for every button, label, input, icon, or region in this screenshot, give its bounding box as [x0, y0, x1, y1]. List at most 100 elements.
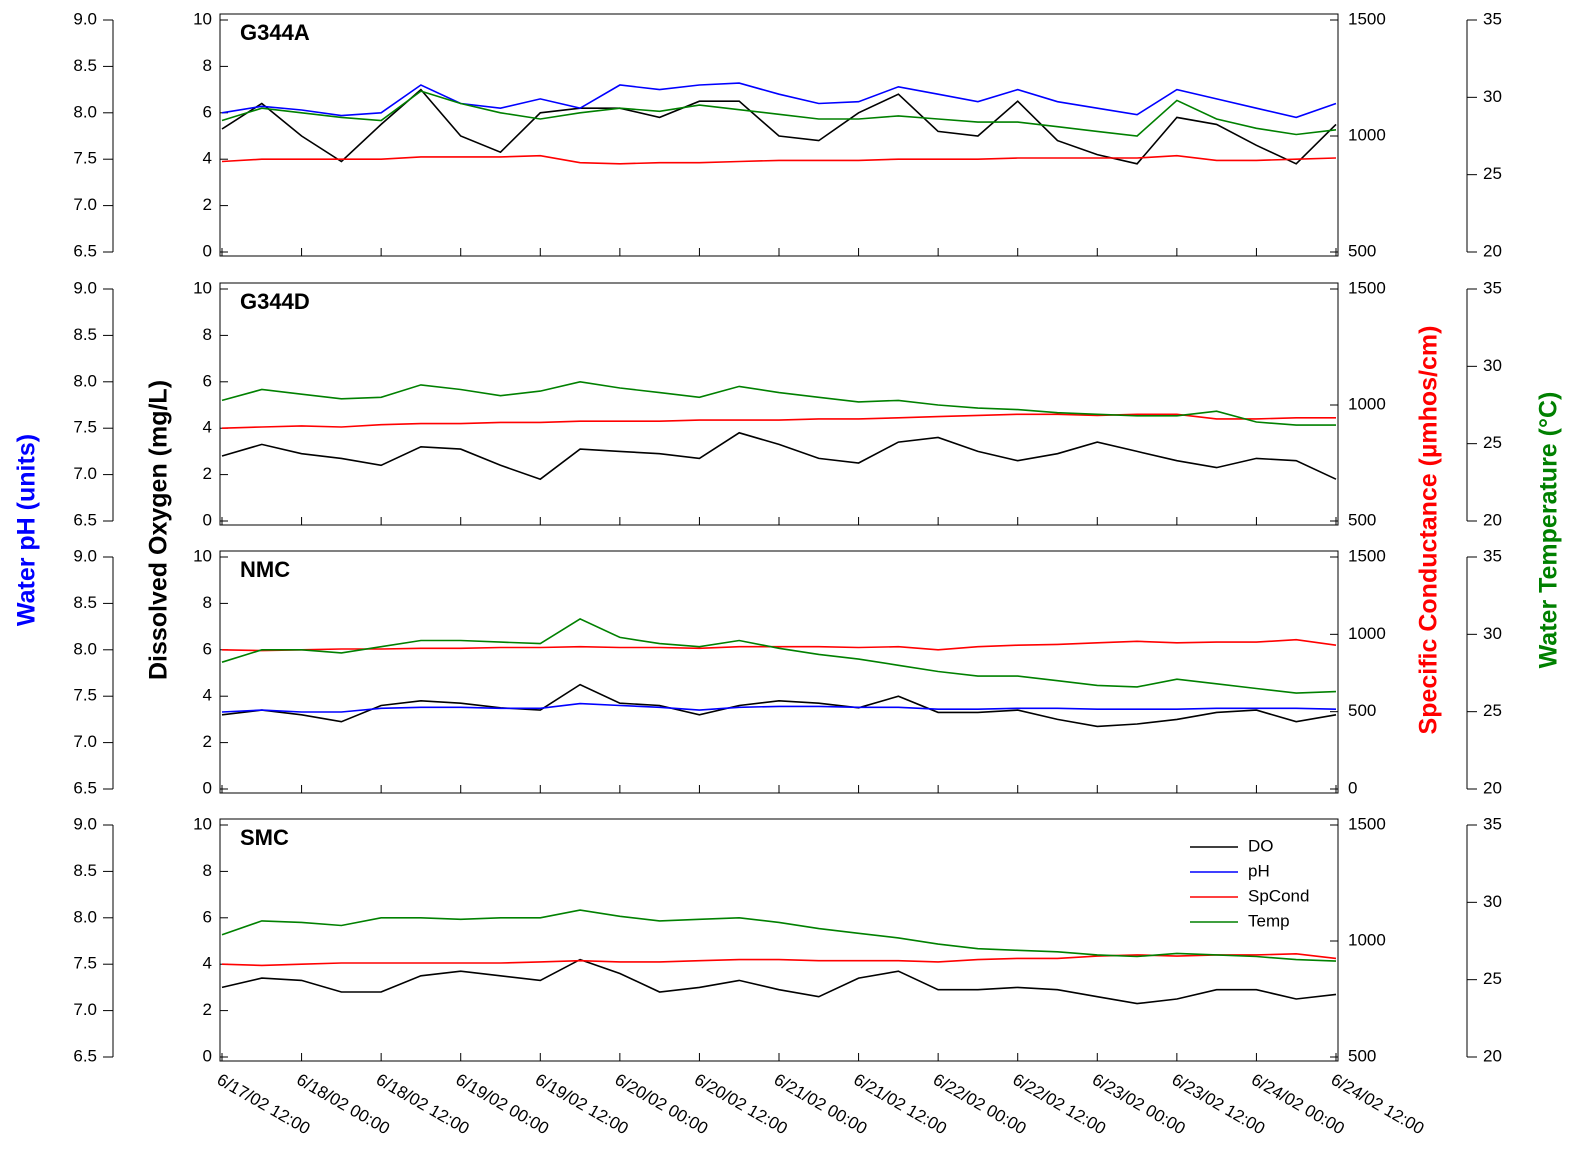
spcond-axis-label: Specific Conductance (µmhos/cm): [1415, 326, 1443, 735]
y-tick-label: 8.5: [73, 861, 97, 880]
y-tick-label: 30: [1483, 624, 1502, 643]
y-tick-label: 7.0: [73, 195, 97, 214]
y-tick-label: 35: [1483, 814, 1502, 833]
series-line: [221, 380, 1336, 426]
y-tick-label: 20: [1483, 510, 1502, 529]
y-tick-label: 25: [1483, 433, 1502, 452]
y-tick-label: 25: [1483, 701, 1502, 720]
plot-frame: [219, 550, 1339, 794]
plot-frame: [219, 818, 1339, 1062]
y-tick-label: 35: [1483, 9, 1502, 28]
y-tick-label: 500: [1348, 510, 1376, 529]
legend-label: Temp: [1248, 911, 1290, 930]
y-tick-label: 8.0: [73, 371, 97, 390]
y-tick-label: 8: [203, 325, 212, 344]
series-line: [221, 431, 1337, 481]
y-tick-label: 4: [203, 418, 212, 437]
y-tick-label: 8.0: [73, 102, 97, 121]
y-tick-label: 6.5: [73, 1046, 97, 1065]
series-line: [221, 413, 1336, 429]
series-line: [221, 683, 1337, 728]
y-tick-label: 7.5: [73, 954, 97, 973]
y-tick-label: 4: [203, 149, 212, 168]
y-tick-label: 500: [1348, 701, 1376, 720]
y-tick-label: 2: [203, 732, 212, 751]
panel-title: G344D: [240, 289, 310, 314]
y-tick-label: 1000: [1348, 394, 1386, 413]
series-line: [221, 617, 1337, 694]
y-tick-label: 8: [203, 56, 212, 75]
y-tick-label: 4: [203, 686, 212, 705]
y-tick-label: 2: [203, 464, 212, 483]
y-tick-label: 35: [1483, 546, 1502, 565]
y-tick-label: 10: [193, 546, 212, 565]
y-tick-label: 30: [1483, 87, 1502, 106]
series-line: [221, 909, 1337, 962]
y-tick-label: 1500: [1348, 546, 1386, 565]
y-tick-label: 8.5: [73, 593, 97, 612]
y-tick-label: 500: [1348, 1046, 1376, 1065]
y-tick-label: 9.0: [73, 546, 97, 565]
temp-axis-label: Water Temperature (°C): [1535, 392, 1563, 669]
y-tick-label: 30: [1483, 356, 1502, 375]
y-tick-label: 20: [1483, 778, 1502, 797]
series-line: [221, 702, 1337, 713]
y-tick-label: 7.5: [73, 418, 97, 437]
y-tick-label: 7.5: [73, 149, 97, 168]
ph-axis-label: Water pH (units): [13, 434, 41, 626]
do-axis-label: Dissolved Oxygen (mg/L): [145, 380, 173, 680]
series-line: [221, 90, 1337, 137]
y-tick-label: 35: [1483, 278, 1502, 297]
y-tick-label: 500: [1348, 241, 1376, 260]
y-tick-label: 0: [203, 510, 212, 529]
y-tick-label: 7.0: [73, 464, 97, 483]
series-line: [221, 88, 1337, 165]
y-tick-label: 0: [203, 241, 212, 260]
y-tick-label: 10: [193, 278, 212, 297]
y-tick-label: 9.0: [73, 9, 97, 28]
y-tick-label: 7.0: [73, 1000, 97, 1019]
y-tick-label: 10: [193, 9, 212, 28]
y-tick-label: 1000: [1348, 930, 1386, 949]
y-tick-label: 6: [203, 102, 212, 121]
y-tick-label: 6.5: [73, 510, 97, 529]
y-tick-label: 0: [1348, 778, 1357, 797]
panel-title: SMC: [240, 825, 289, 850]
y-tick-label: 8: [203, 861, 212, 880]
y-tick-label: 8: [203, 593, 212, 612]
series-line: [221, 82, 1337, 119]
y-tick-label: 20: [1483, 1046, 1502, 1065]
y-tick-label: 1500: [1348, 9, 1386, 28]
y-tick-label: 4: [203, 954, 212, 973]
y-tick-label: 8.0: [73, 639, 97, 658]
legend-label: pH: [1248, 861, 1270, 880]
y-tick-label: 20: [1483, 241, 1502, 260]
y-tick-label: 1500: [1348, 278, 1386, 297]
y-tick-label: 0: [203, 778, 212, 797]
panel-title: G344A: [240, 20, 310, 45]
y-tick-label: 25: [1483, 969, 1502, 988]
plot-frame: [219, 282, 1339, 526]
y-tick-label: 1500: [1348, 814, 1386, 833]
series-line: [221, 638, 1337, 652]
y-tick-label: 6: [203, 639, 212, 658]
y-tick-label: 6.5: [73, 241, 97, 260]
y-tick-label: 8.5: [73, 325, 97, 344]
series-line: [221, 154, 1337, 165]
y-tick-label: 0: [203, 1046, 212, 1065]
y-tick-label: 9.0: [73, 278, 97, 297]
y-tick-label: 8.5: [73, 56, 97, 75]
y-tick-label: 6.5: [73, 778, 97, 797]
y-tick-label: 10: [193, 814, 212, 833]
y-tick-label: 7.5: [73, 686, 97, 705]
y-tick-label: 25: [1483, 164, 1502, 183]
y-tick-label: 2: [203, 195, 212, 214]
y-tick-label: 6: [203, 907, 212, 926]
legend-label: SpCond: [1248, 886, 1309, 905]
y-tick-label: 7.0: [73, 732, 97, 751]
y-tick-label: 6: [203, 371, 212, 390]
y-tick-label: 1000: [1348, 125, 1386, 144]
y-tick-label: 2: [203, 1000, 212, 1019]
y-tick-label: 8.0: [73, 907, 97, 926]
